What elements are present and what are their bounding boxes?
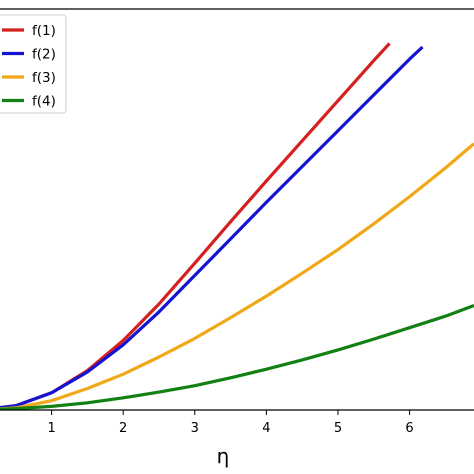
x-tick-label: 1 <box>47 421 55 436</box>
axes <box>0 8 474 411</box>
x-tick-label: 3 <box>191 421 199 436</box>
series-line-4 <box>0 304 474 410</box>
x-ticks: 1 2 3 4 5 6 <box>47 410 414 436</box>
series-lines <box>0 42 474 410</box>
legend-label-4: f(4) <box>32 94 56 110</box>
x-axis-label: η <box>217 444 230 468</box>
legend-label-3: f(3) <box>32 70 56 86</box>
series-line-2 <box>0 45 424 410</box>
legend-label-2: f(2) <box>32 47 56 63</box>
legend-box <box>0 14 67 114</box>
series-line-3 <box>0 142 474 410</box>
legend: f(1) f(2) f(3) f(4) <box>0 14 67 114</box>
x-tick-label: 2 <box>119 421 127 436</box>
x-tick-label: 6 <box>405 421 413 436</box>
legend-label-1: f(1) <box>32 23 56 39</box>
x-tick-label: 5 <box>334 421 342 436</box>
x-tick-label: 4 <box>262 421 270 436</box>
